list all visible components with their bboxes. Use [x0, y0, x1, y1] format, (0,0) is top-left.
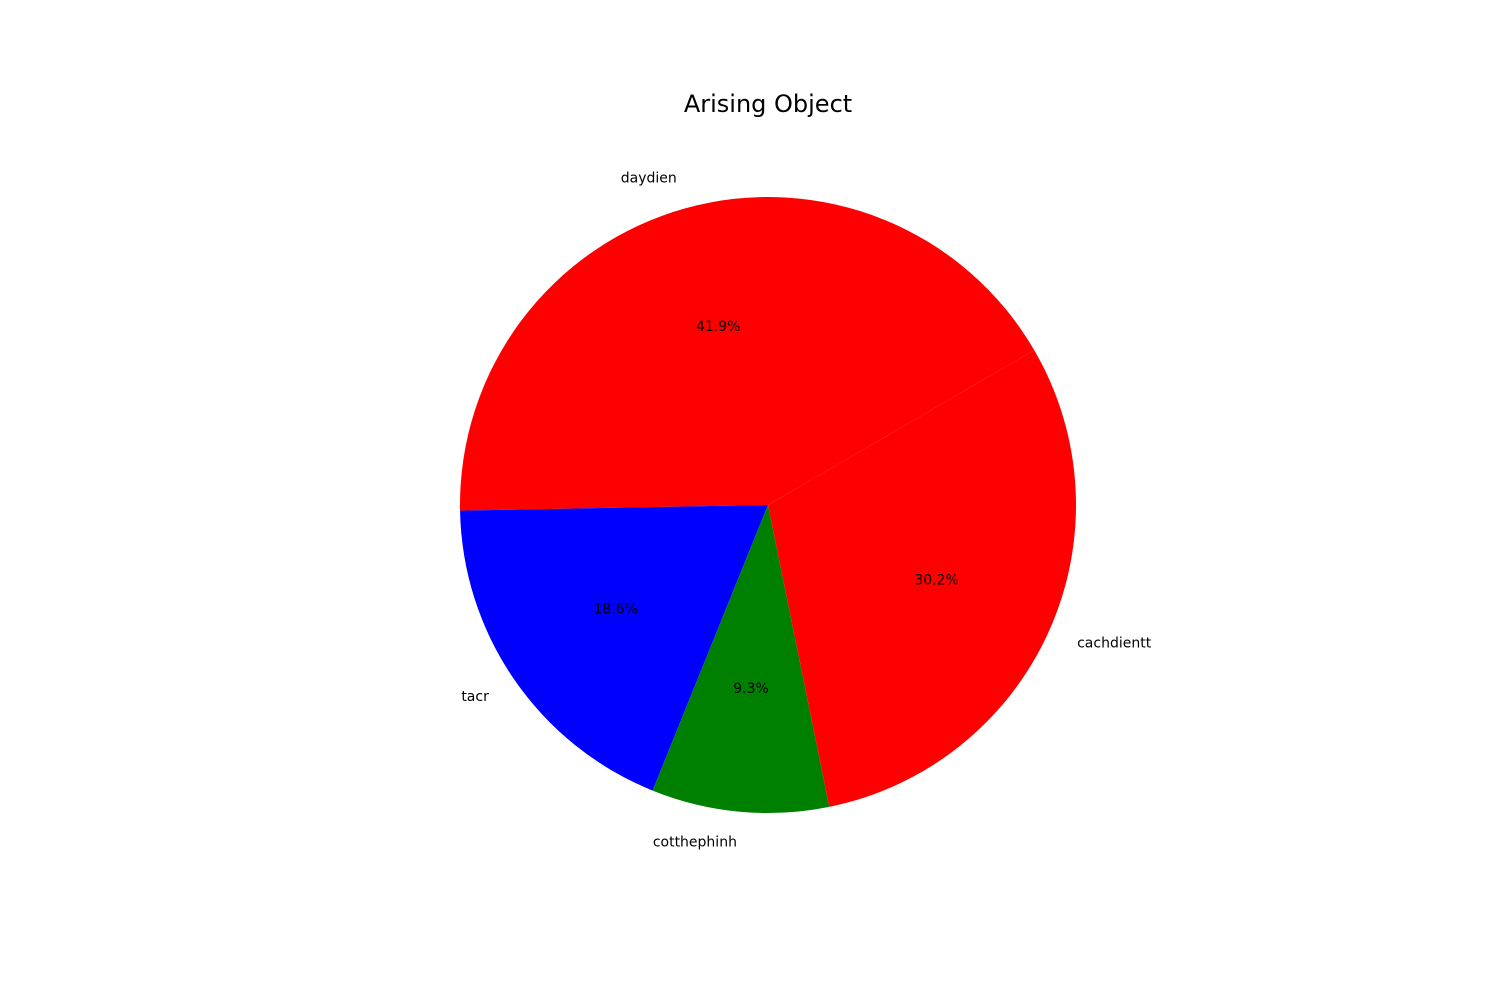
slice-percent-cachdientt: 30.2%: [914, 573, 958, 589]
slice-label-tacr: tacr: [461, 689, 489, 705]
slice-label-cotthephinh: cotthephinh: [653, 834, 737, 850]
slice-label-cachdientt: cachdientt: [1077, 636, 1152, 652]
slice-percent-daydien: 41.9%: [696, 319, 740, 335]
pie-slice-daydien: [459, 197, 1035, 511]
pie-slice-cotthephinh: [652, 505, 830, 813]
pie-slice-cachdientt: [768, 350, 1076, 807]
pie-labels: daydien 41.9% tacr 18.6% cotthephinh 9.3% cach…: [461, 171, 1151, 851]
pie-slice-tacr: [460, 505, 768, 791]
slice-percent-tacr: 18.6%: [593, 602, 637, 618]
pie-slices: [459, 197, 1076, 813]
slice-percent-cotthephinh: 9.3%: [733, 681, 769, 697]
slice-label-daydien: daydien: [621, 171, 677, 187]
chart-title: Arising Object: [684, 90, 852, 118]
